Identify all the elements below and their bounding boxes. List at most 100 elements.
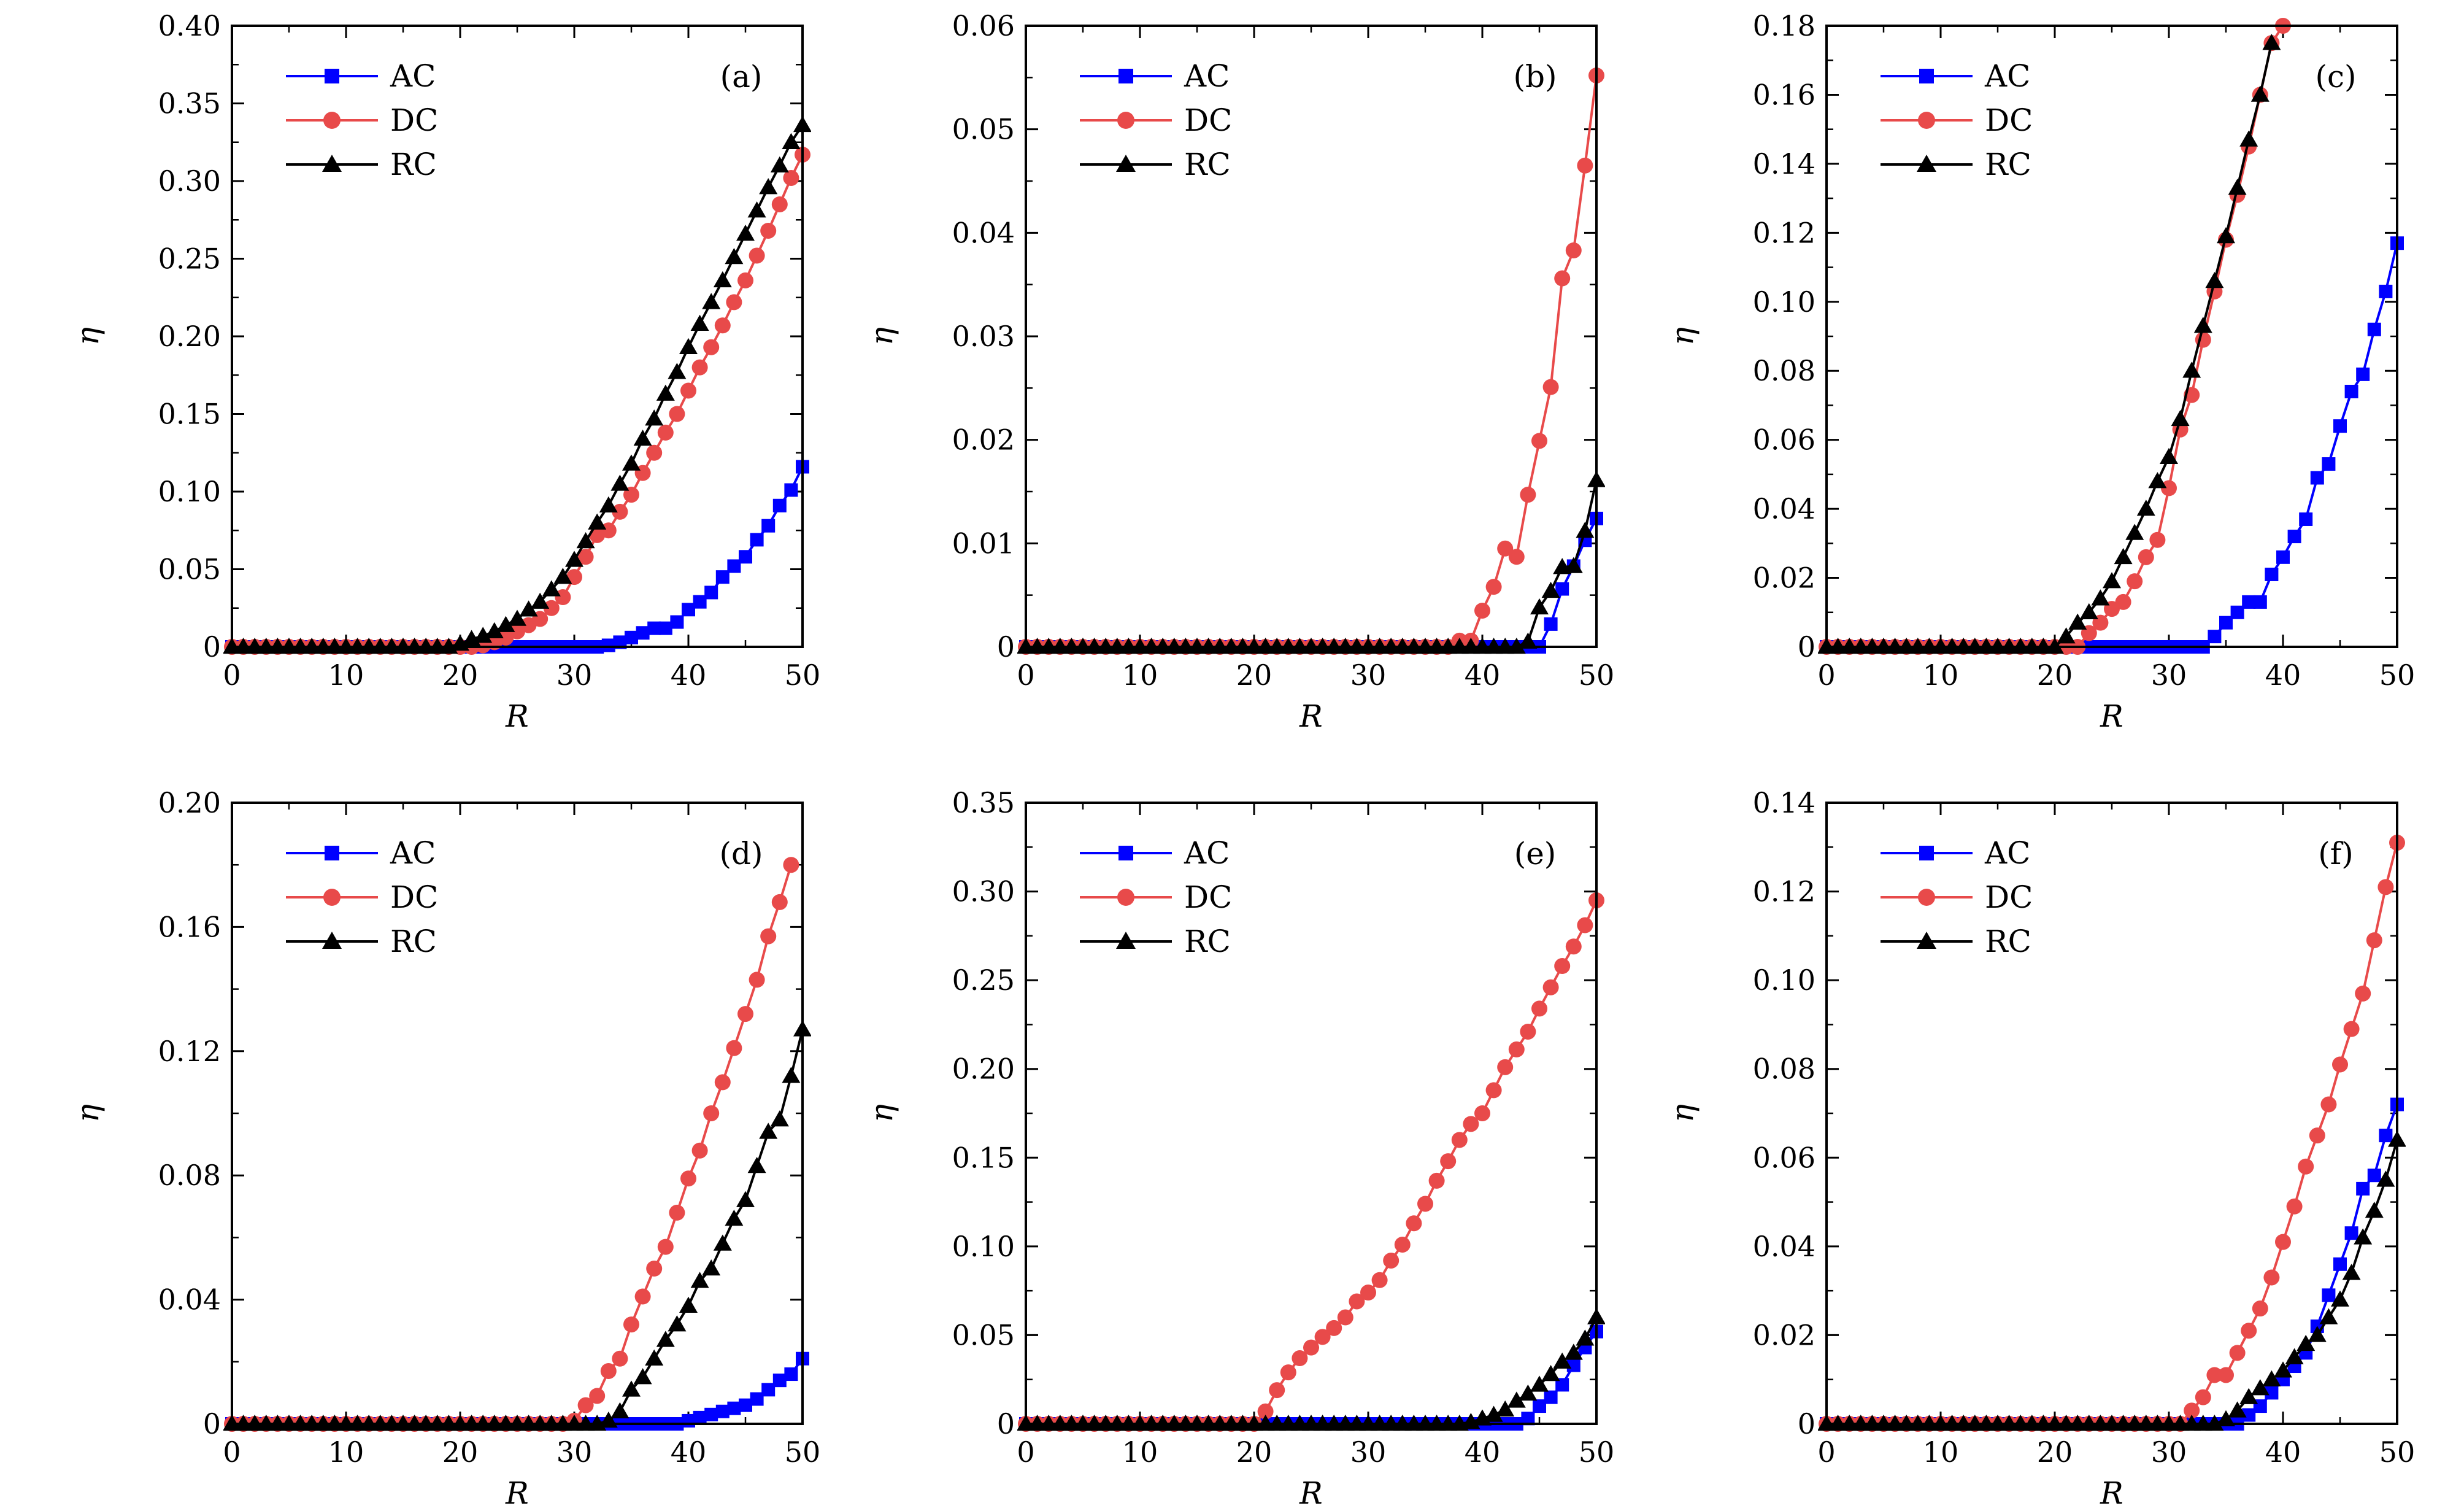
data-point-dc xyxy=(714,317,731,334)
data-point-dc xyxy=(1440,1153,1457,1170)
data-point-ac xyxy=(1544,1390,1558,1404)
y-tick-label: 0.14 xyxy=(1753,147,1815,180)
x-axis-label: R xyxy=(505,1475,529,1508)
x-tick-label: 30 xyxy=(2151,659,2187,692)
y-tick-label: 0.15 xyxy=(158,398,221,431)
data-point-ac xyxy=(727,1401,741,1415)
x-tick-label: 0 xyxy=(223,659,241,692)
data-point-rc xyxy=(1519,632,1538,649)
data-point-ac xyxy=(784,1367,798,1382)
series-rc xyxy=(1818,1130,2406,1431)
data-point-rc xyxy=(1576,522,1595,538)
data-point-dc xyxy=(703,339,720,355)
data-point-ac xyxy=(670,615,684,629)
legend-label-ac: AC xyxy=(1184,835,1230,871)
x-tick-label: 50 xyxy=(2379,659,2416,692)
data-point-rc xyxy=(713,271,732,288)
data-point-rc xyxy=(565,551,583,567)
legend-marker-rc xyxy=(1116,932,1136,949)
y-axis-label: η xyxy=(1665,1104,1700,1123)
data-point-ac xyxy=(2299,512,2313,526)
data-point-rc xyxy=(2297,1334,2316,1351)
series-line-rc xyxy=(232,124,804,648)
data-point-dc xyxy=(1497,540,1514,557)
x-tick-label: 50 xyxy=(1579,1436,1615,1469)
data-point-ac xyxy=(1555,1378,1569,1392)
plot-frame xyxy=(1025,25,1598,648)
x-tick-label: 0 xyxy=(1817,1436,1835,1469)
data-point-dc xyxy=(1508,1041,1525,1057)
data-point-rc xyxy=(2331,1290,2349,1307)
data-point-dc xyxy=(612,1350,628,1367)
data-point-ac xyxy=(2367,322,2381,336)
legend: AC DC RC xyxy=(1080,58,1232,182)
y-tick-label: 0.15 xyxy=(952,1141,1015,1174)
legend-marker-rc xyxy=(322,932,342,949)
data-point-ac xyxy=(1521,1412,1535,1426)
data-point-ac xyxy=(2242,1408,2256,1422)
data-point-rc xyxy=(1530,1375,1549,1392)
y-tick-label: 0.14 xyxy=(1753,786,1815,819)
legend-label-rc: RC xyxy=(390,147,437,182)
data-point-dc xyxy=(543,600,560,616)
legend-marker-ac xyxy=(325,846,339,860)
data-point-rc xyxy=(1564,1343,1583,1360)
legend-label-dc: DC xyxy=(390,879,438,915)
data-point-dc xyxy=(737,1006,753,1022)
y-tick-label: 0.06 xyxy=(952,9,1015,42)
data-point-ac xyxy=(625,630,638,644)
x-tick-label: 30 xyxy=(556,1436,593,1469)
data-point-rc xyxy=(736,1191,755,1207)
y-tick-label: 0.08 xyxy=(1753,1053,1815,1086)
data-point-dc xyxy=(2252,1300,2268,1317)
data-point-rc xyxy=(588,513,607,530)
legend-marker-dc xyxy=(323,112,341,129)
data-point-rc xyxy=(2091,589,2110,606)
data-point-rc xyxy=(782,133,801,149)
data-point-dc xyxy=(623,1316,639,1333)
data-point-ac xyxy=(2276,550,2290,564)
data-point-ac xyxy=(739,1398,752,1412)
data-point-dc xyxy=(760,222,777,239)
legend-marker-dc xyxy=(1117,112,1134,129)
data-point-rc xyxy=(2274,1361,2292,1378)
data-point-rc xyxy=(1576,1329,1595,1346)
legend: AC DC RC xyxy=(286,58,438,182)
panel-label: (d) xyxy=(719,836,763,871)
x-axis-label: R xyxy=(2100,1475,2123,1508)
data-point-dc xyxy=(1520,487,1536,503)
data-point-dc xyxy=(1531,433,1547,449)
x-axis-label: R xyxy=(1299,1475,1323,1508)
y-tick-label: 0.08 xyxy=(1753,354,1815,387)
legend-label-rc: RC xyxy=(1985,924,2031,959)
y-tick-label: 0.40 xyxy=(158,9,221,42)
data-point-ac xyxy=(739,550,752,564)
data-point-rc xyxy=(622,454,641,471)
data-point-rc xyxy=(1541,1365,1560,1382)
data-point-dc xyxy=(1417,1196,1433,1212)
panel-label: (c) xyxy=(2315,59,2356,95)
chart-panel-e: 0 10 20 30 40 50 0 0.05 0.10 0.15 0.20 0.25 0.30 0.35… xyxy=(864,786,1615,1511)
data-point-dc xyxy=(646,1261,663,1277)
data-point-rc xyxy=(770,1110,789,1127)
plot-frame xyxy=(231,25,804,648)
data-point-dc xyxy=(1542,979,1559,995)
series-line-dc xyxy=(232,864,793,1425)
data-point-rc xyxy=(747,201,766,218)
data-point-ac xyxy=(2322,457,2336,471)
y-tick-label: 0 xyxy=(203,1407,221,1440)
x-tick-label: 10 xyxy=(1122,659,1158,692)
data-point-rc xyxy=(2217,226,2235,244)
data-point-dc xyxy=(1257,1403,1274,1420)
series-line-rc xyxy=(1827,1139,2398,1425)
data-point-rc xyxy=(782,1067,801,1083)
y-tick-label: 0.25 xyxy=(952,964,1015,997)
data-point-dc xyxy=(1314,1329,1331,1345)
x-tick-label: 0 xyxy=(1017,1436,1034,1469)
data-point-rc xyxy=(2250,85,2270,102)
data-point-ac xyxy=(727,559,741,573)
data-point-dc xyxy=(1394,1236,1411,1253)
data-point-dc xyxy=(691,359,708,376)
x-tick-label: 10 xyxy=(328,1436,364,1469)
